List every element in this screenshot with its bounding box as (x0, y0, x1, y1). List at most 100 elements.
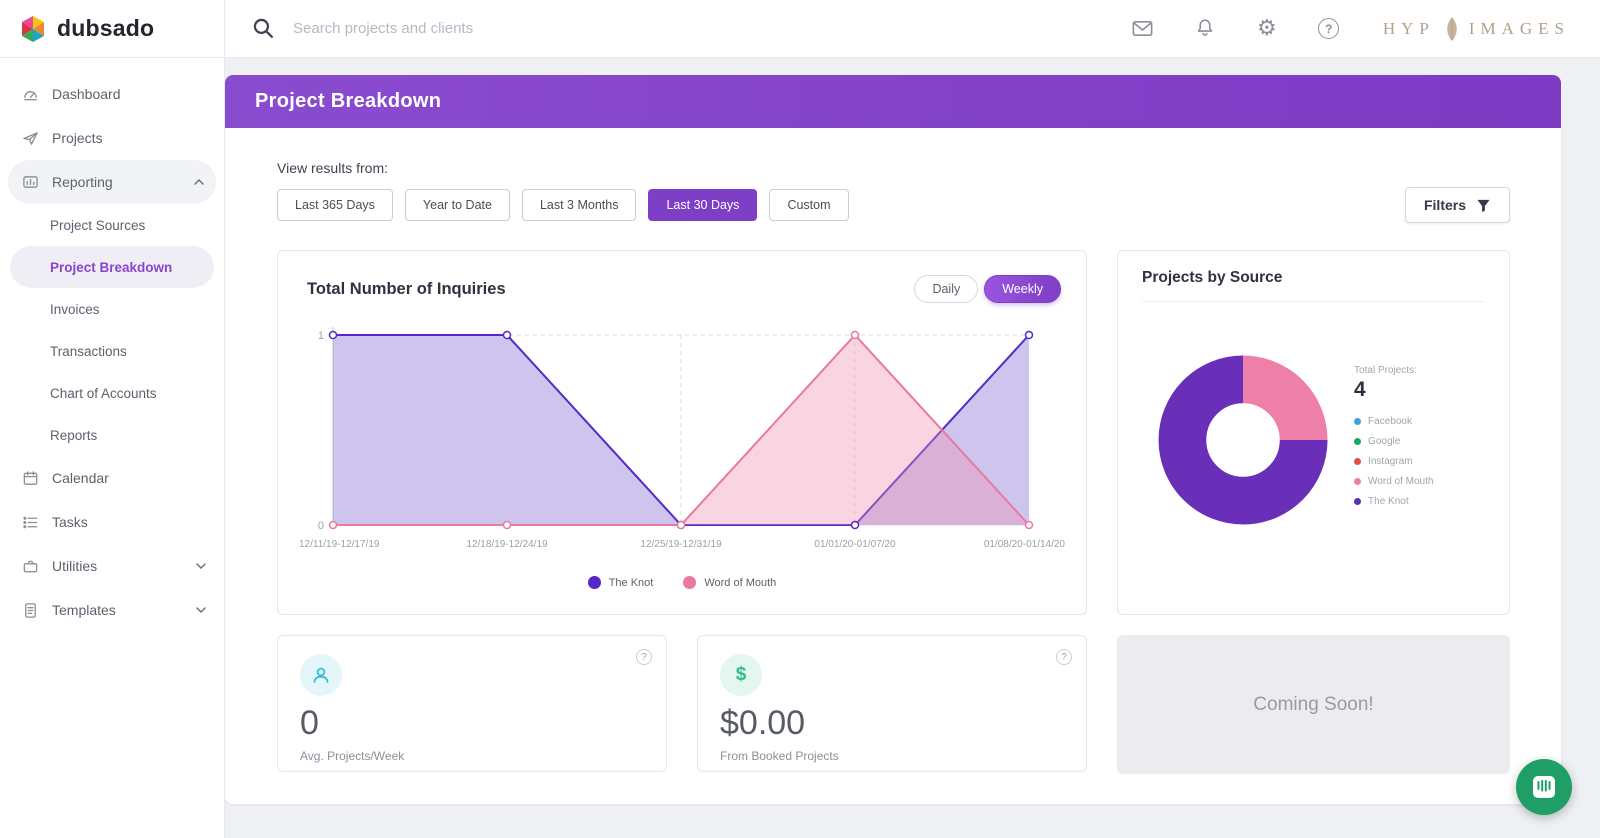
projects-by-source-title: Projects by Source (1142, 269, 1485, 302)
sidebar: Dashboard Projects Reporting Project Sou… (0, 58, 225, 838)
search-icon[interactable] (251, 17, 275, 41)
total-projects-value: 4 (1354, 377, 1366, 401)
sidebar-item-dashboard[interactable]: Dashboard (0, 72, 224, 116)
stats-row: 0 Avg. Projects/Week ? $ $0.00 From Book… (277, 635, 1510, 774)
sidebar-subitem-label: Reports (50, 427, 98, 443)
filters-label: Filters (1423, 197, 1466, 213)
dubsado-logo-icon (22, 15, 44, 42)
sidebar-item-label: Dashboard (52, 86, 121, 102)
projects-by-source-card: Projects by Source Total Projects: 4 Fac… (1117, 250, 1510, 615)
main-content: Project Breakdown View results from: Las… (225, 58, 1600, 838)
sidebar-item-transactions[interactable]: Transactions (0, 330, 224, 372)
legend-label: The Knot (608, 576, 654, 589)
sidebar-item-calendar[interactable]: Calendar (0, 456, 224, 500)
chat-widget-button[interactable] (1516, 759, 1572, 815)
legend-label: Word of Mouth (704, 576, 777, 589)
sidebar-subitem-label: Project Sources (50, 217, 146, 233)
svg-text:1: 1 (318, 330, 324, 342)
sidebar-item-project-sources[interactable]: Project Sources (0, 204, 224, 246)
range-last-365-days-button[interactable]: Last 365 Days (277, 189, 393, 221)
legend-item-the-knot: The Knot (587, 576, 654, 589)
mail-icon[interactable] (1131, 17, 1155, 41)
dashboard-gauge-icon (24, 90, 37, 100)
legend-dot (1354, 437, 1362, 445)
legend-label: Facebook (1368, 415, 1412, 427)
source-legend-google: Google (1354, 436, 1485, 447)
weekly-toggle-button[interactable]: Weekly (984, 275, 1061, 303)
search-input[interactable] (293, 20, 723, 37)
avg-projects-label: Avg. Projects/Week (300, 749, 405, 763)
range-last-30-days-button[interactable]: Last 30 Days (648, 189, 758, 221)
range-last-3-months-button[interactable]: Last 3 Months (521, 189, 637, 221)
coming-soon-card: Coming Soon! (1117, 635, 1510, 774)
avg-projects-stat-card: 0 Avg. Projects/Week ? (277, 635, 667, 772)
source-legend-facebook: Facebook (1354, 416, 1485, 427)
paper-plane-icon (23, 131, 38, 145)
daily-toggle-button[interactable]: Daily (914, 275, 979, 303)
settings-gear-icon[interactable]: ⚙ (1256, 15, 1277, 41)
legend-dot (1354, 417, 1362, 425)
help-tooltip-icon[interactable]: ? (636, 649, 652, 665)
topbar-actions: ⚙ ? (1131, 17, 1341, 41)
sidebar-item-reporting[interactable]: Reporting (8, 160, 216, 204)
inquiries-chart-title: Total Number of Inquiries (307, 279, 506, 298)
projects-by-source-donut (1158, 355, 1328, 525)
legend-label: The Knot (1368, 495, 1409, 507)
sidebar-item-invoices[interactable]: Invoices (0, 288, 224, 330)
legend-dot (683, 576, 697, 589)
charts-row: Total Number of Inquiries Daily Weekly 1… (277, 250, 1510, 615)
sidebar-item-label: Utilities (52, 558, 98, 574)
chevron-down-icon (196, 607, 206, 613)
source-legend-word-of-mouth: Word of Mouth (1354, 476, 1485, 487)
total-projects-label: Total Projects: (1354, 364, 1417, 376)
sidebar-subitem-label: Invoices (50, 301, 100, 317)
sidebar-item-tasks[interactable]: Tasks (0, 500, 224, 544)
source-legend-instagram: Instagram (1354, 456, 1485, 467)
sidebar-item-label: Calendar (52, 470, 109, 486)
person-icon (300, 654, 342, 696)
content-card: View results from: Last 365 Days Year to… (225, 128, 1561, 804)
help-icon[interactable]: ? (1317, 17, 1341, 41)
page-title: Project Breakdown (255, 90, 442, 112)
daily-weekly-toggle: Daily Weekly (914, 275, 1061, 303)
sidebar-subitem-label: Transactions (50, 343, 127, 359)
svg-text:12/25/19-12/31/19: 12/25/19-12/31/19 (640, 539, 722, 550)
booked-revenue-value: $0.00 (720, 704, 806, 742)
chevron-down-icon (196, 563, 206, 569)
coming-soon-text: Coming Soon! (1253, 693, 1374, 715)
logo-text: dubsado (57, 15, 155, 41)
chevron-up-icon (194, 179, 204, 185)
inquiries-chart-card: Total Number of Inquiries Daily Weekly 1… (277, 250, 1087, 615)
app-logo[interactable]: dubsado (0, 0, 225, 57)
svg-text:0: 0 (318, 520, 324, 532)
view-results-label: View results from: (277, 160, 388, 176)
task-list-icon (23, 516, 38, 528)
document-icon (25, 602, 36, 618)
svg-text:12/18/19-12/24/19: 12/18/19-12/24/19 (466, 539, 548, 550)
inquiries-area-chart: 1 0 12/11/19-12/17/19 12/18/19-12/24/19 12/2… (299, 327, 1065, 550)
brand-text-left: HYP (1382, 18, 1435, 38)
legend-dot (1354, 497, 1362, 505)
legend-dot (1354, 477, 1362, 485)
help-tooltip-icon[interactable]: ? (1056, 649, 1072, 665)
svg-text:01/01/20-01/07/20: 01/01/20-01/07/20 (814, 539, 896, 550)
notifications-bell-icon[interactable] (1193, 17, 1217, 41)
sidebar-item-project-breakdown[interactable]: Project Breakdown (10, 246, 214, 288)
sidebar-item-templates[interactable]: Templates (0, 588, 224, 632)
topbar: dubsado ⚙ ? HYP I (0, 0, 1600, 58)
legend-item-word-of-mouth: Word of Mouth (683, 576, 776, 589)
sidebar-item-projects[interactable]: Projects (0, 116, 224, 160)
brand-text-right: IMAGES (1468, 18, 1570, 38)
sidebar-item-reports[interactable]: Reports (0, 414, 224, 456)
inquiries-chart-legend: The Knot Word of Mouth (293, 576, 1071, 589)
account-brand-logo: HYP IMAGES (1383, 16, 1570, 42)
range-year-to-date-button[interactable]: Year to Date (404, 189, 510, 221)
sidebar-item-utilities[interactable]: Utilities (0, 544, 224, 588)
donut-slice (1158, 355, 1328, 525)
sidebar-subitem-label: Project Breakdown (50, 259, 173, 275)
date-range-toolbar: Last 365 Days Year to Date Last 3 Months… (277, 187, 1510, 223)
range-custom-button[interactable]: Custom (769, 189, 849, 221)
avg-projects-value: 0 (300, 704, 319, 742)
filters-button[interactable]: Filters (1404, 187, 1510, 223)
sidebar-item-chart-of-accounts[interactable]: Chart of Accounts (0, 372, 224, 414)
